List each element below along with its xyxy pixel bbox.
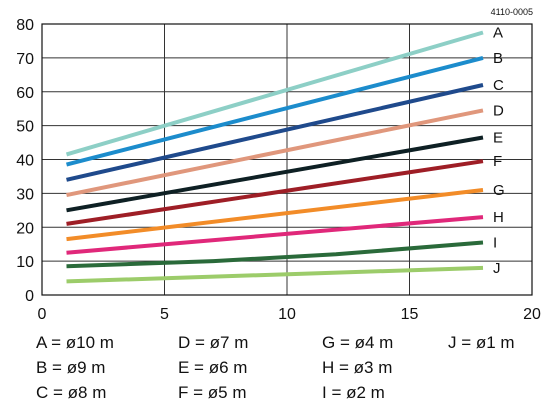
legend-entry: C = ø8 m [36, 383, 106, 402]
legend-entry: B = ø9 m [36, 358, 105, 377]
x-tick-label: 0 [38, 306, 47, 323]
legend-entry: A = ø10 m [36, 333, 114, 352]
legend-entry: H = ø3 m [322, 358, 392, 377]
series-label-a: A [493, 24, 503, 41]
series-line-j [66, 265, 484, 284]
series-line-b [66, 55, 484, 167]
x-tick-label: 20 [523, 306, 541, 323]
legend-entry: D = ø7 m [178, 333, 248, 352]
series-label-j: J [493, 260, 501, 277]
series-line-h [66, 215, 484, 255]
series-lines [65, 30, 484, 284]
series-label-b: B [493, 50, 503, 67]
legend-entry: F = ø5 m [178, 383, 246, 402]
series-label-e: E [493, 129, 503, 146]
series-label-h: H [493, 209, 504, 226]
series-line-i [66, 240, 484, 269]
series-line-a [65, 30, 484, 157]
legend-entry: I = ø2 m [322, 383, 385, 402]
series-label-f: F [493, 153, 502, 170]
y-tick-label: 60 [16, 85, 34, 102]
x-axis-ticks: 0 5 10 15 20 [38, 306, 541, 323]
series-label-c: C [493, 77, 504, 94]
y-tick-label: 30 [16, 186, 34, 203]
series-label-g: G [493, 182, 505, 199]
legend-entry: G = ø4 m [322, 333, 393, 352]
y-tick-label: 0 [25, 288, 34, 305]
y-tick-label: 40 [16, 153, 34, 170]
x-tick-label: 15 [401, 306, 419, 323]
series-line-c [66, 83, 484, 182]
series-label-d: D [493, 102, 504, 119]
legend-entry: E = ø6 m [178, 358, 247, 377]
series-line-g [66, 188, 484, 242]
x-tick-label: 10 [278, 306, 296, 323]
legend-entry: J = ø1 m [448, 333, 515, 352]
x-tick-label: 5 [160, 306, 169, 323]
y-tick-label: 10 [16, 254, 34, 271]
y-tick-label: 80 [16, 17, 34, 34]
series-label-i: I [493, 234, 497, 251]
legend: A = ø10 m D = ø7 m G = ø4 m J = ø1 m B = ø9 … [36, 333, 515, 402]
series-line-f [66, 159, 484, 226]
y-tick-label: 50 [16, 119, 34, 136]
y-axis-ticks: 0 10 20 30 40 50 60 70 80 [16, 17, 34, 305]
y-tick-label: 70 [16, 51, 34, 68]
y-tick-label: 20 [16, 220, 34, 237]
figure-code: 4110-0005 [491, 7, 533, 17]
plot-frame [41, 23, 533, 296]
series-line-d [66, 108, 484, 198]
series-line-e [66, 135, 484, 213]
